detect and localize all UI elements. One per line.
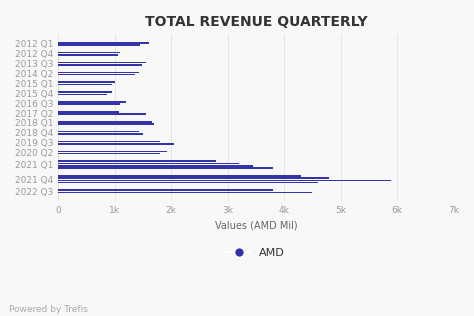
Bar bbox=[58, 141, 160, 142]
Bar bbox=[58, 101, 126, 103]
Bar bbox=[58, 54, 118, 56]
Bar bbox=[58, 167, 273, 169]
Bar bbox=[58, 91, 112, 93]
Bar bbox=[58, 123, 155, 125]
Bar bbox=[58, 177, 329, 179]
Bar bbox=[58, 44, 140, 46]
Bar bbox=[58, 131, 138, 132]
Bar bbox=[58, 133, 143, 135]
Bar bbox=[58, 82, 115, 83]
Bar bbox=[58, 175, 301, 177]
Bar bbox=[58, 192, 312, 193]
X-axis label: Values (AMD Mil): Values (AMD Mil) bbox=[215, 220, 297, 230]
Bar bbox=[58, 182, 318, 184]
Bar bbox=[58, 84, 112, 85]
Bar bbox=[58, 153, 160, 155]
Bar bbox=[58, 71, 139, 73]
Bar bbox=[58, 121, 152, 123]
Bar bbox=[58, 103, 120, 105]
Bar bbox=[58, 52, 120, 53]
Bar bbox=[58, 111, 119, 113]
Bar bbox=[58, 42, 149, 44]
Title: TOTAL REVENUE QUARTERLY: TOTAL REVENUE QUARTERLY bbox=[145, 15, 367, 29]
Bar bbox=[58, 163, 239, 164]
Text: Powered by Trefis: Powered by Trefis bbox=[9, 306, 88, 314]
Bar bbox=[58, 161, 217, 162]
Bar bbox=[58, 94, 108, 95]
Bar bbox=[58, 150, 167, 152]
Bar bbox=[58, 64, 142, 66]
Bar bbox=[58, 62, 146, 63]
Bar bbox=[58, 143, 174, 145]
Bar bbox=[58, 113, 146, 115]
Bar bbox=[58, 189, 273, 191]
Bar bbox=[58, 179, 392, 181]
Legend: AMD: AMD bbox=[223, 243, 289, 262]
Bar bbox=[58, 165, 253, 167]
Bar bbox=[58, 74, 135, 76]
